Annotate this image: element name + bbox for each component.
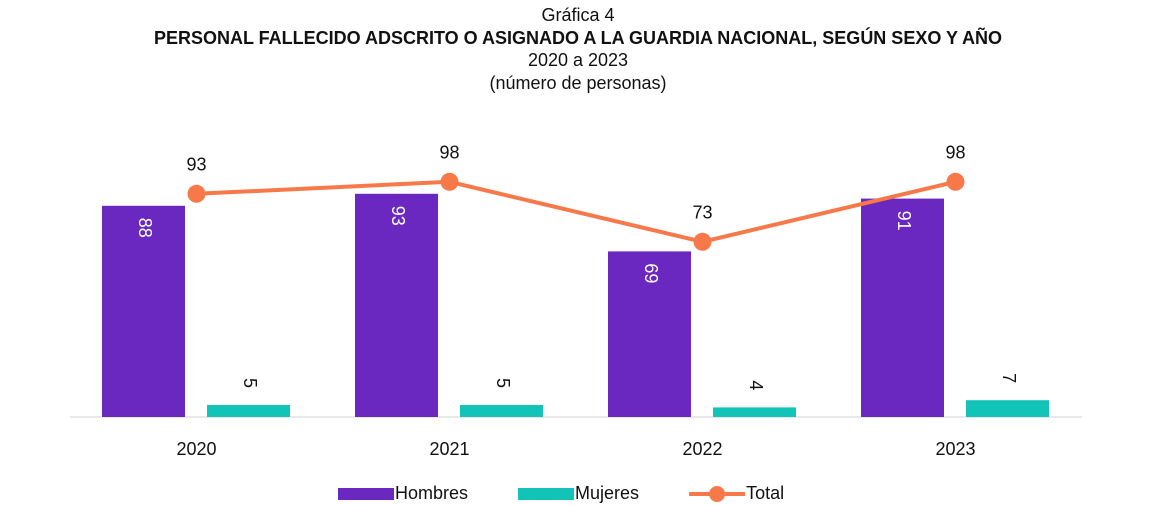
bar bbox=[861, 198, 944, 417]
x-tick-label: 2021 bbox=[429, 439, 469, 459]
data-label: 69 bbox=[641, 263, 661, 283]
legend-label: Hombres bbox=[395, 483, 468, 503]
chart-period: 2020 a 2023 bbox=[528, 50, 628, 70]
line bbox=[196, 179, 956, 244]
data-label: 91 bbox=[894, 211, 914, 231]
legend-swatch bbox=[518, 488, 575, 500]
line-marker bbox=[693, 232, 712, 251]
data-label: 5 bbox=[240, 378, 260, 388]
data-label: 7 bbox=[999, 373, 1019, 383]
data-label: 4 bbox=[746, 380, 766, 390]
data-label: 5 bbox=[493, 378, 513, 388]
legend-label: Mujeres bbox=[575, 483, 639, 503]
line-marker bbox=[187, 184, 206, 203]
bar bbox=[460, 405, 543, 417]
bar bbox=[608, 251, 691, 417]
chart-subtitle: PERSONAL FALLECIDO ADSCRITO O ASIGNADO A… bbox=[154, 27, 1002, 48]
data-label: 98 bbox=[945, 143, 965, 163]
data-label: 73 bbox=[692, 203, 712, 223]
chart-title: Gráfica 4 bbox=[541, 5, 614, 25]
x-tick-label: 2020 bbox=[176, 439, 216, 459]
legend-swatch bbox=[338, 488, 394, 500]
bar bbox=[207, 405, 290, 417]
line-marker bbox=[946, 172, 965, 191]
data-label: 98 bbox=[439, 143, 459, 163]
legend-swatch bbox=[709, 486, 726, 502]
x-tick-label: 2023 bbox=[935, 439, 975, 459]
line-marker bbox=[440, 172, 459, 191]
bar bbox=[966, 400, 1049, 417]
bar bbox=[713, 407, 796, 417]
data-label: 93 bbox=[186, 155, 206, 175]
data-label: 88 bbox=[135, 218, 155, 238]
bar bbox=[102, 205, 185, 417]
chart-unit: (número de personas) bbox=[489, 73, 666, 93]
data-label: 93 bbox=[388, 206, 408, 226]
bar bbox=[355, 193, 438, 417]
x-tick-label: 2022 bbox=[682, 439, 722, 459]
legend-label: Total bbox=[746, 483, 784, 503]
